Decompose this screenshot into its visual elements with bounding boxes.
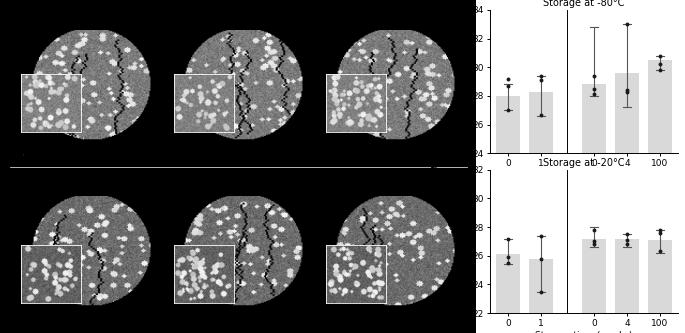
Text: 400 μm: 400 μm (24, 146, 42, 151)
Y-axis label: Median fiber diameter (μm): Median fiber diameter (μm) (460, 179, 469, 304)
Y-axis label: Median fiber diameter (μm): Median fiber diameter (μm) (460, 19, 469, 144)
Bar (171, 173, 314, 326)
Bar (192, 199, 233, 242)
Text: After 4 weeks of storage: After 4 weeks of storage (196, 5, 290, 14)
Bar (582, 85, 606, 153)
Text: 1 mm: 1 mm (55, 146, 69, 151)
Bar (582, 238, 606, 313)
Bar (192, 33, 233, 76)
Text: After 23 months of storage: After 23 months of storage (343, 5, 447, 14)
Bar (345, 33, 385, 76)
Text: Before storage: Before storage (62, 5, 119, 14)
Bar (648, 60, 672, 153)
Bar (615, 238, 639, 313)
Bar (324, 173, 466, 326)
Text: b: b (429, 3, 438, 16)
Bar (19, 173, 162, 326)
Bar (648, 240, 672, 313)
Bar (40, 199, 80, 242)
Text: c: c (429, 163, 437, 176)
Bar (171, 7, 314, 160)
Text: Storage at -20°C: Storage at -20°C (2, 221, 9, 279)
Bar (496, 254, 520, 313)
X-axis label: Storage time (weeks): Storage time (weeks) (535, 331, 633, 333)
Text: Storage at -80°C: Storage at -80°C (2, 54, 9, 113)
X-axis label: Storage time (weeks): Storage time (weeks) (535, 171, 633, 180)
Bar (496, 96, 520, 153)
Title: Storage at -80°C: Storage at -80°C (543, 0, 625, 8)
Bar (345, 199, 385, 242)
Bar (40, 33, 80, 76)
Bar (529, 259, 553, 313)
Bar (529, 92, 553, 153)
Bar (615, 73, 639, 153)
Text: a: a (5, 2, 13, 15)
Bar (324, 7, 466, 160)
Bar (19, 7, 162, 160)
Title: Storage at -20°C: Storage at -20°C (543, 158, 625, 167)
